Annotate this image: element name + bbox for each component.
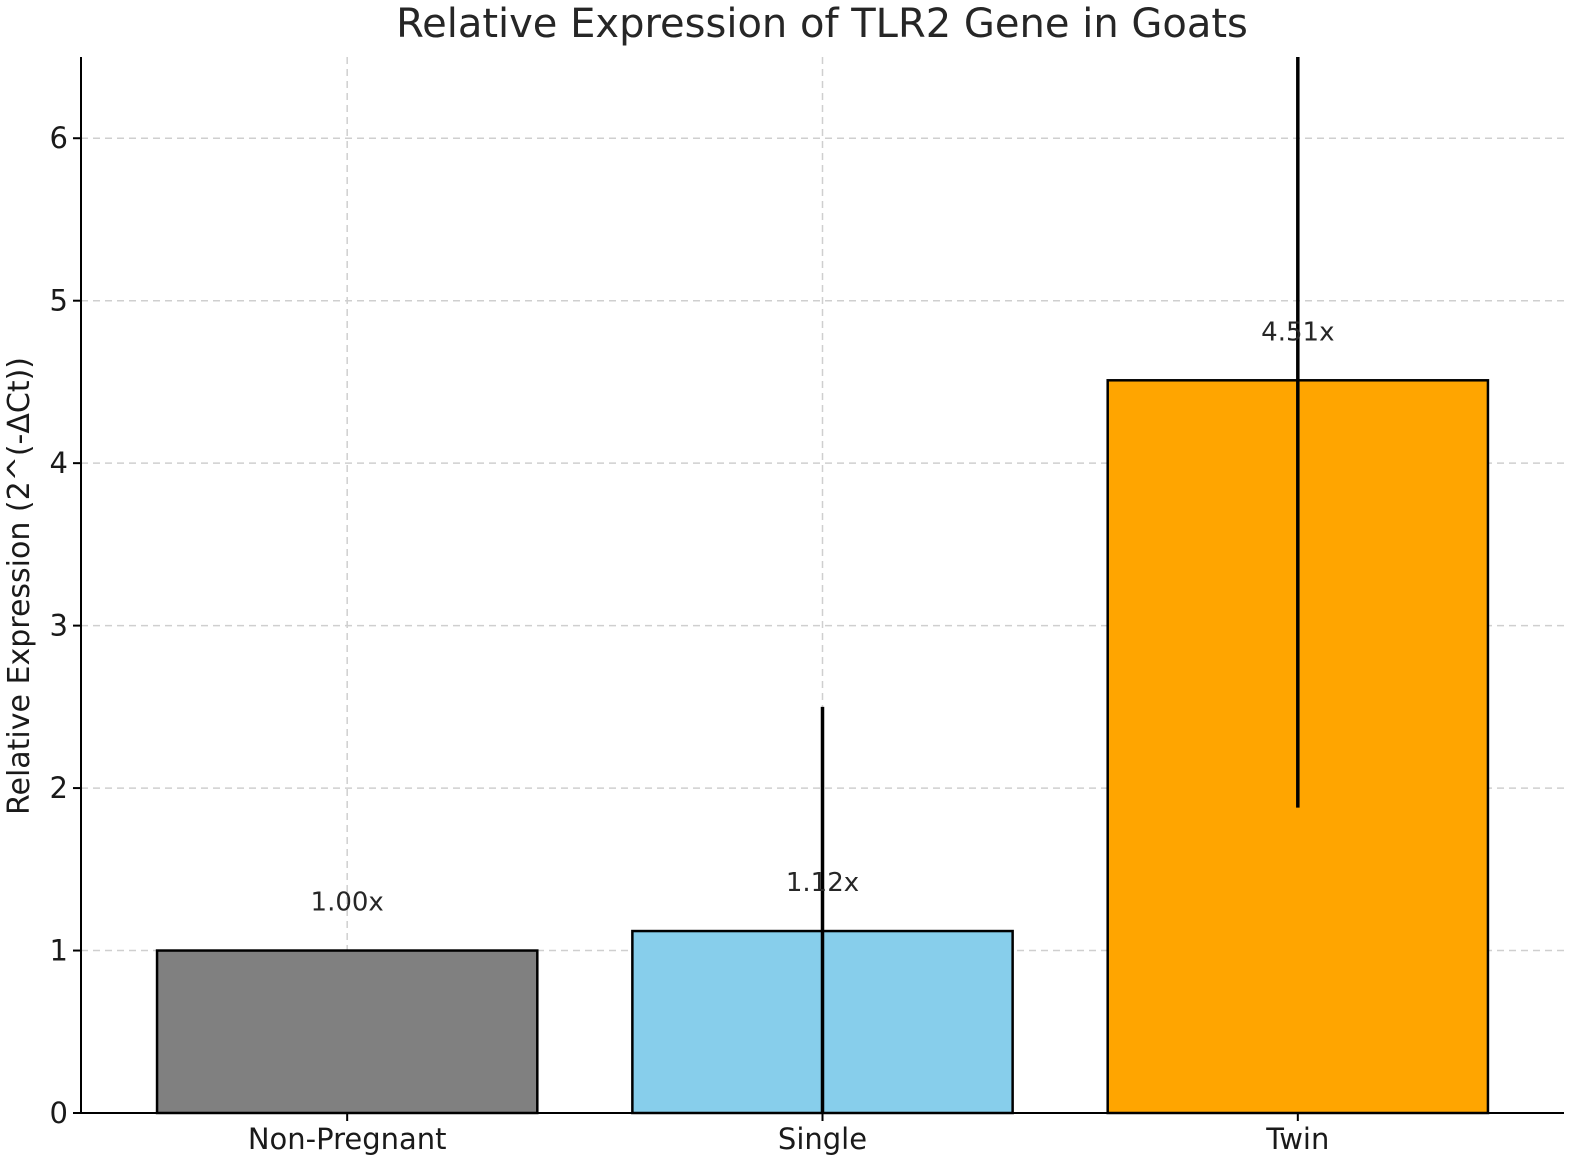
bar (155, 949, 539, 1115)
y-tick-label: 5 (50, 284, 68, 318)
error-bars (820, 57, 1300, 1113)
bar-value-labels: 1.00x 1.12x 4.51x (311, 317, 1335, 917)
y-tick-label: 6 (50, 121, 68, 155)
chart-title: Relative Expression of TLR2 Gene in Goat… (396, 1, 1248, 47)
x-tick-label: Single (778, 1122, 867, 1156)
x-tick-label: Twin (1265, 1122, 1329, 1156)
y-tick-label: 0 (50, 1096, 68, 1130)
x-tick-label: Non-Pregnant (248, 1122, 447, 1156)
y-tick-label: 4 (50, 446, 68, 480)
y-tick-label: 2 (50, 771, 68, 805)
axes (73, 57, 1564, 1121)
bar-value-label: 4.51x (1261, 317, 1334, 347)
y-tick-label: 1 (50, 934, 68, 968)
y-tick-label: 3 (50, 609, 68, 643)
bar-value-label: 1.12x (786, 868, 859, 898)
tick-labels: 0 1 2 3 4 5 6 Non-Pregnant Single Twin (50, 121, 1330, 1156)
y-axis-label: Relative Expression (2^(-ΔCt)) (2, 357, 37, 815)
bar-value-label: 1.00x (311, 888, 384, 918)
